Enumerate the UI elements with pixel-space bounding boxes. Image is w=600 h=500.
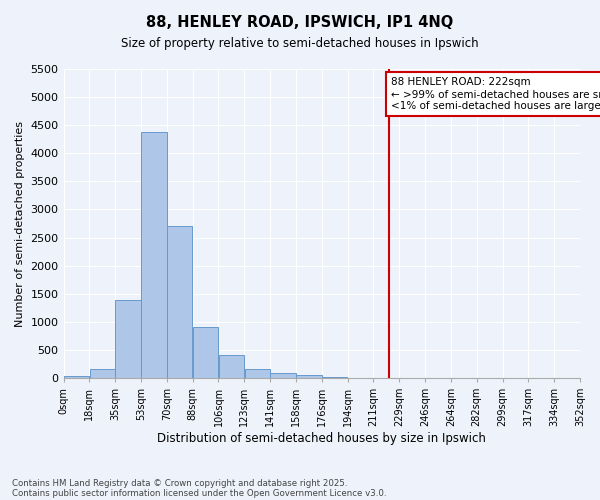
Text: Contains public sector information licensed under the Open Government Licence v3: Contains public sector information licen… bbox=[12, 488, 386, 498]
Bar bbox=[141, 132, 167, 378]
X-axis label: Distribution of semi-detached houses by size in Ipswich: Distribution of semi-detached houses by … bbox=[157, 432, 486, 445]
Bar bbox=[89, 369, 115, 378]
Bar bbox=[296, 374, 322, 378]
Text: Contains HM Land Registry data © Crown copyright and database right 2025.: Contains HM Land Registry data © Crown c… bbox=[12, 478, 347, 488]
Bar bbox=[193, 328, 218, 378]
Text: Size of property relative to semi-detached houses in Ipswich: Size of property relative to semi-detach… bbox=[121, 38, 479, 51]
Bar bbox=[219, 355, 244, 378]
Bar bbox=[64, 376, 89, 378]
Text: 88 HENLEY ROAD: 222sqm
← >99% of semi-detached houses are smaller (10,201)
<1% o: 88 HENLEY ROAD: 222sqm ← >99% of semi-de… bbox=[391, 78, 600, 110]
Bar bbox=[271, 373, 296, 378]
Bar bbox=[245, 369, 270, 378]
Y-axis label: Number of semi-detached properties: Number of semi-detached properties bbox=[15, 120, 25, 326]
Bar bbox=[115, 300, 141, 378]
Bar bbox=[167, 226, 193, 378]
Text: 88, HENLEY ROAD, IPSWICH, IP1 4NQ: 88, HENLEY ROAD, IPSWICH, IP1 4NQ bbox=[146, 15, 454, 30]
